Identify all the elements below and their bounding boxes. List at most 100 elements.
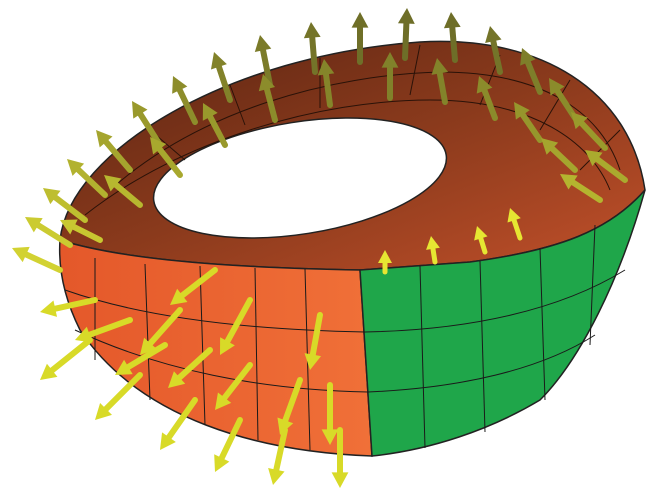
arrow-shaft	[218, 417, 243, 461]
arrow-head	[485, 26, 502, 44]
arrow-head	[585, 150, 603, 167]
arrow-head	[170, 288, 188, 305]
arrow-shaft	[481, 87, 498, 121]
arrow-shaft	[147, 307, 183, 347]
arrow-head	[12, 246, 30, 263]
grid-line	[84, 99, 611, 216]
arrow-head	[96, 130, 113, 148]
arrow-head	[60, 219, 78, 235]
arrow-shaft	[511, 217, 523, 241]
arrow-shaft	[137, 111, 163, 148]
arrow-shaft	[519, 111, 543, 143]
grid-line	[64, 269, 626, 333]
arrow-shaft	[86, 317, 133, 338]
arrow-shaft	[578, 120, 608, 151]
arrow-head	[40, 300, 58, 317]
arrow-shaft	[35, 222, 73, 248]
hole	[152, 117, 448, 239]
arrow-shaft	[176, 87, 198, 125]
grid-line	[229, 84, 246, 126]
normal-vectors	[12, 8, 628, 488]
grid-line	[74, 329, 596, 393]
arrow-shaft	[402, 20, 410, 61]
arrow-shaft	[221, 362, 253, 401]
arrow-head	[95, 403, 112, 420]
arrow-head	[67, 159, 85, 176]
arrow-head	[215, 392, 232, 410]
arrow-shaft	[207, 113, 228, 148]
arrow-head	[43, 188, 61, 205]
arrow-shaft	[570, 179, 603, 203]
arrow-head	[104, 175, 122, 192]
arrow-shaft	[49, 337, 93, 374]
arrow-head	[132, 101, 148, 119]
grid-line	[479, 260, 486, 433]
arrow-head	[317, 59, 335, 76]
arrow-shaft	[23, 251, 63, 273]
grid-line	[254, 267, 259, 441]
front-green-band	[359, 189, 646, 457]
arrow-shaft	[273, 427, 288, 473]
grid-line	[144, 263, 151, 401]
arrow-shaft	[224, 297, 253, 345]
arrow-head	[25, 217, 43, 233]
arrow-head	[160, 432, 176, 450]
arrow-shaft	[436, 70, 448, 105]
arrow-head	[476, 76, 493, 94]
arrow-head	[507, 208, 521, 223]
arrow-head	[168, 371, 186, 388]
arrow-shaft	[125, 342, 168, 370]
arrow-head	[321, 429, 339, 445]
grid-line	[539, 79, 571, 131]
arrow-head	[549, 78, 565, 96]
arrow-head	[397, 8, 415, 24]
arrow-head	[351, 12, 369, 28]
grid-line	[109, 71, 621, 191]
arrow-shaft	[309, 312, 323, 358]
arrow-head	[220, 337, 235, 355]
arrow-head	[520, 48, 536, 66]
grid-line	[409, 44, 421, 96]
arrow-head	[268, 467, 285, 485]
arrow-shaft	[165, 397, 198, 441]
arrow-shaft	[594, 156, 628, 183]
arrow-shaft	[103, 372, 143, 412]
arrow-head	[431, 58, 449, 75]
arrow-head	[474, 226, 488, 241]
surface-grid	[64, 44, 626, 451]
arrow-shaft	[524, 59, 543, 95]
grid-line	[589, 224, 596, 346]
arrow-shaft	[176, 347, 213, 381]
arrow-shaft	[490, 38, 503, 75]
arrow-head	[254, 35, 272, 52]
arrow-head	[443, 12, 461, 29]
arrow-head	[541, 138, 559, 155]
arrow-shaft	[260, 47, 273, 88]
arrow-head	[40, 363, 58, 380]
arrow-head	[560, 174, 578, 190]
arrow-head	[150, 137, 167, 155]
arrow-head	[426, 236, 440, 250]
grid-line	[579, 129, 621, 171]
arrow-shaft	[282, 377, 303, 424]
arrow-head	[381, 52, 399, 68]
arrow-shaft	[323, 71, 333, 108]
arrow-shaft	[112, 181, 143, 208]
arrow-shaft	[215, 63, 233, 103]
arrow-head	[331, 472, 349, 488]
arrow-shaft	[549, 145, 578, 173]
arrow-head	[115, 359, 133, 375]
arrow-head	[214, 454, 230, 472]
arrow-shaft	[75, 166, 108, 198]
grid-line	[199, 265, 206, 426]
grid-line	[539, 247, 546, 401]
arrow-shaft	[430, 246, 438, 265]
arrow-head	[571, 112, 588, 130]
arrow-shaft	[103, 138, 133, 173]
grid-line	[419, 265, 426, 449]
arrow-shaft	[449, 24, 458, 63]
arrow-shaft	[309, 34, 318, 75]
arrow-shaft	[263, 86, 278, 123]
